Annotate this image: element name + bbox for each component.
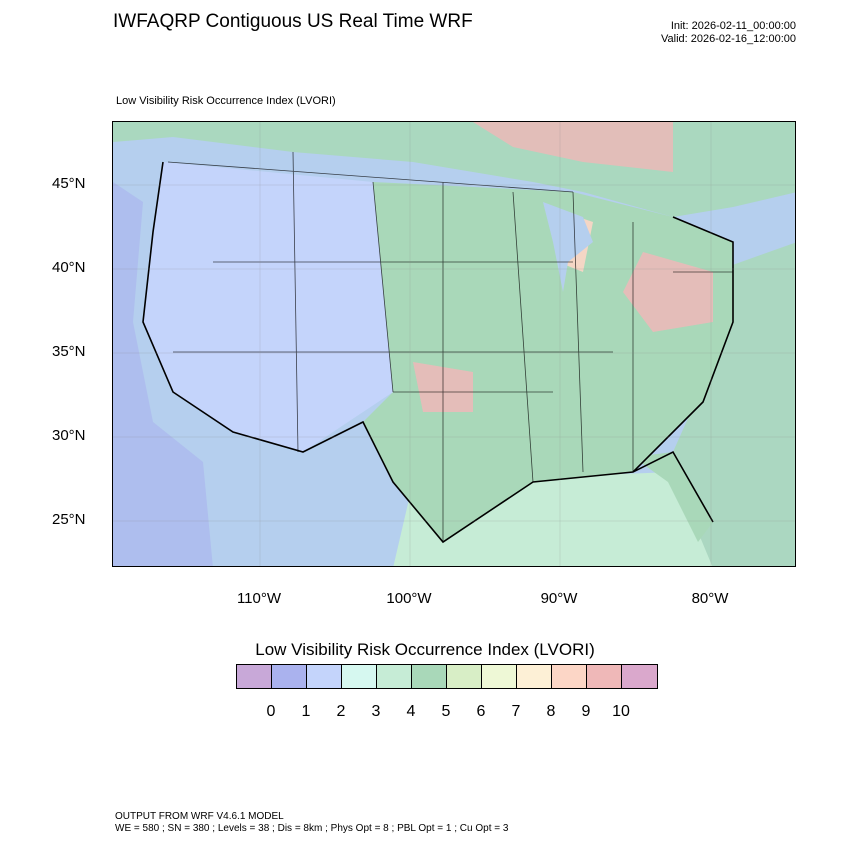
- map-subtitle: Low Visibility Risk Occurrence Index (LV…: [116, 95, 336, 107]
- lon-label-80: 80°W: [691, 590, 729, 607]
- colorbar-label: 9: [581, 703, 591, 720]
- state-borders: [167, 151, 733, 542]
- colorbar-label: 8: [546, 703, 556, 720]
- great-lakes: [543, 202, 593, 292]
- colorbar-swatch: [412, 665, 447, 688]
- colorbar: [236, 664, 658, 689]
- lvori-map: [112, 121, 796, 567]
- colorbar-label: 5: [441, 703, 451, 720]
- lat-label-40: 40°N: [52, 259, 86, 276]
- lat-label-45: 45°N: [52, 175, 86, 192]
- lon-label-110: 110°W: [236, 590, 282, 607]
- colorbar-swatch: [272, 665, 307, 688]
- colorbar-label: 7: [511, 703, 521, 720]
- valid-time: Valid: 2026-02-16_12:00:00: [661, 33, 796, 45]
- init-time: Init: 2026-02-11_00:00:00: [670, 20, 796, 32]
- colorbar-swatch: [622, 665, 657, 688]
- graticule: [113, 122, 795, 566]
- lon-label-100: 100°W: [386, 590, 432, 607]
- colorbar-swatch: [342, 665, 377, 688]
- lon-label-90: 90°W: [540, 590, 578, 607]
- map-canvas: [113, 122, 795, 566]
- colorbar-swatch: [447, 665, 482, 688]
- colorbar-label: 2: [336, 703, 346, 720]
- model-footer: OUTPUT FROM WRF V4.6.1 MODEL WE = 580 ; …: [115, 811, 508, 835]
- plot-title: IWFAQRP Contiguous US Real Time WRF: [113, 11, 473, 32]
- colorbar-title: Low Visibility Risk Occurrence Index (LV…: [255, 640, 595, 659]
- canada-high-risk-area: [473, 122, 673, 172]
- colorbar-label: 6: [476, 703, 486, 720]
- colorbar-label: 10: [612, 703, 630, 720]
- lat-label-30: 30°N: [52, 427, 86, 444]
- init-valid-times: Init: 2026-02-11_00:00:00 Valid: 2026-02…: [661, 20, 796, 46]
- footer-model-line: OUTPUT FROM WRF V4.6.1 MODEL: [115, 811, 284, 822]
- colorbar-swatch: [377, 665, 412, 688]
- colorbar-swatch: [482, 665, 517, 688]
- lat-label-35: 35°N: [52, 343, 86, 360]
- colorbar-swatch: [587, 665, 622, 688]
- colorbar-swatch: [552, 665, 587, 688]
- florida: [633, 452, 713, 542]
- colorbar-label: 1: [301, 703, 311, 720]
- colorbar-label: 3: [371, 703, 381, 720]
- colorbar-label: 4: [406, 703, 416, 720]
- colorbar-label: 0: [266, 703, 276, 720]
- western-us-low-risk: [143, 162, 393, 452]
- colorbar-swatch: [237, 665, 272, 688]
- colorbar-swatch: [517, 665, 552, 688]
- footer-params-line: WE = 580 ; SN = 380 ; Levels = 38 ; Dis …: [115, 823, 509, 834]
- colorbar-swatch: [307, 665, 342, 688]
- pacific-region: [113, 182, 213, 566]
- lat-label-25: 25°N: [52, 511, 86, 528]
